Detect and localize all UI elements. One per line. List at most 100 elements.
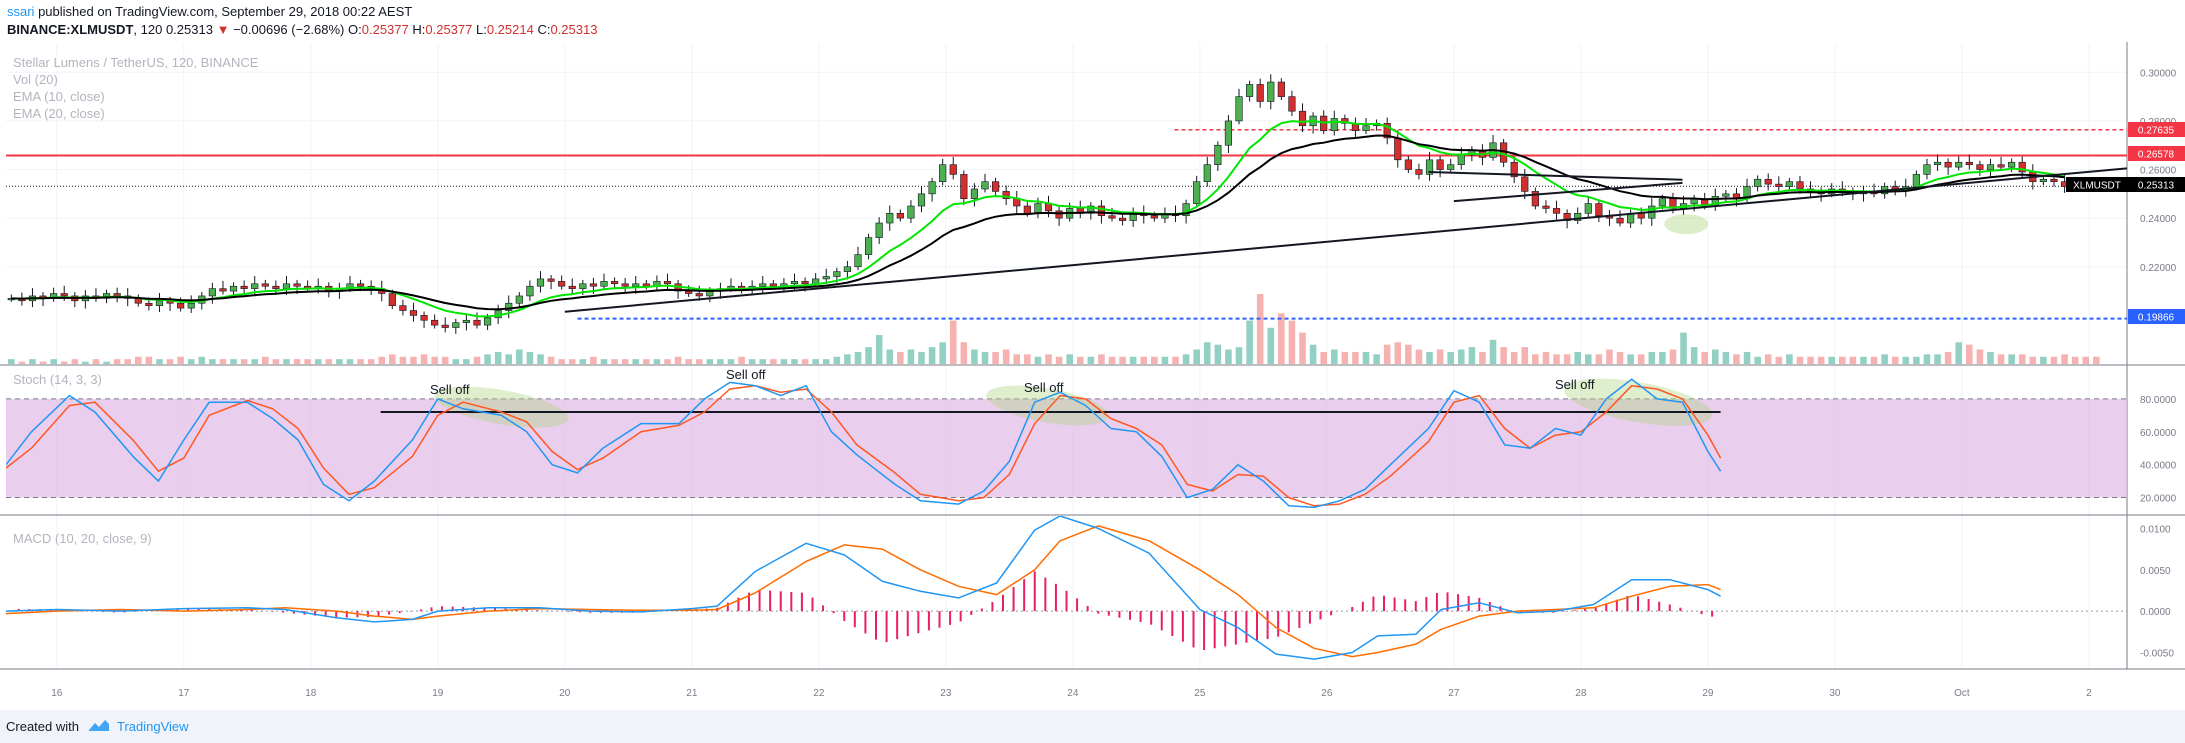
volume-bar (1849, 356, 1857, 364)
volume-bar (1151, 356, 1158, 364)
candle-body (473, 319, 481, 326)
volume-bar (1733, 354, 1740, 364)
candle-body (896, 212, 904, 219)
volume-bar (1807, 356, 1814, 364)
time-tick-label: Oct (1954, 688, 1970, 699)
candle-body (949, 164, 957, 175)
volume-bar (1680, 332, 1687, 364)
volume-bar (484, 354, 491, 364)
sell-off-ellipse (986, 385, 1109, 426)
volume-bar (1669, 349, 1677, 364)
volume-bar (1479, 351, 1486, 364)
symbol-label: BINANCE:XLMUSDT (7, 22, 134, 37)
author-link[interactable]: ssari (7, 4, 35, 19)
candle-body (1510, 161, 1518, 178)
volume-bar (39, 361, 47, 364)
volume-bar (2050, 356, 2058, 364)
volume-bar (1055, 356, 1063, 364)
volume-bar (1119, 356, 1126, 364)
candle-body (610, 281, 619, 285)
candle-body (833, 271, 841, 277)
volume-bar (1532, 354, 1539, 364)
candle-body (1986, 164, 1995, 170)
chart-svg[interactable]: Sell off Sell off Sell off Sell off 0.30… (0, 42, 2185, 710)
volume-bar (770, 359, 777, 364)
published-text: published on TradingView.com, September … (34, 4, 413, 19)
volume-bar (685, 359, 692, 364)
price-tick-label: 0.26000 (2140, 166, 2177, 177)
candle-body (1246, 84, 1254, 97)
volume-bar (1997, 354, 2005, 364)
candle-body (886, 212, 894, 224)
volume-bar (389, 354, 396, 364)
candle-body (917, 193, 926, 207)
volume-bar (1606, 349, 1613, 364)
volume-bar (875, 335, 883, 364)
last-price: 0.25313 (165, 22, 213, 37)
candle-body (1214, 144, 1222, 165)
volume-bar (621, 359, 629, 364)
volume-bar (1553, 354, 1560, 364)
candle-body (2008, 161, 2016, 168)
time-tick-label: 16 (51, 688, 63, 699)
volume-bar (8, 359, 15, 364)
low-label: L: (476, 22, 487, 37)
candle-body (356, 283, 365, 287)
candle-body (1595, 203, 1603, 217)
red-dashed-tag: 0.27635 (2138, 126, 2175, 137)
volume-bar (1839, 356, 1846, 364)
candle-body (843, 266, 851, 272)
volume-bar (1563, 354, 1571, 364)
macd-tick-label: 0.0100 (2140, 524, 2171, 535)
volume-bar (50, 359, 57, 364)
price-tick-label: 0.30000 (2140, 68, 2177, 79)
volume-bar (949, 320, 957, 364)
volume-bar (1966, 344, 1973, 364)
volume-bar (441, 356, 449, 364)
volume-bar (145, 356, 153, 364)
volume-bar (1309, 344, 1317, 364)
volume-bar (1024, 354, 1031, 364)
candle-body (113, 293, 121, 297)
volume-bar (886, 349, 894, 364)
volume-bar (1394, 342, 1402, 364)
volume-bar (1701, 351, 1708, 364)
volume-bar (410, 356, 417, 364)
volume-bar (431, 356, 438, 364)
volume-bar (1796, 356, 1804, 364)
interval-label: 120 (140, 22, 163, 37)
volume-bar (1203, 342, 1211, 364)
candle-body (1764, 178, 1772, 185)
volume-bar (1817, 356, 1825, 364)
volume-bar (1129, 356, 1137, 364)
volume-bar (1913, 356, 1920, 364)
volume-bar (262, 356, 269, 364)
stoch-tick-label: 20.0000 (2140, 494, 2177, 505)
volume-bar (2008, 354, 2015, 364)
candle-body (293, 283, 301, 287)
volume-bar (2071, 356, 2079, 364)
time-tick-label: 20 (559, 688, 571, 699)
main-legend: Stellar Lumens / TetherUS, 120, BINANCE … (13, 54, 258, 122)
candle-body (558, 281, 566, 287)
candle-body (1404, 159, 1412, 170)
chart-area[interactable]: Sell off Sell off Sell off Sell off 0.30… (0, 42, 2185, 710)
volume-bar (1521, 347, 1529, 364)
volume-bar (801, 359, 809, 364)
created-with-label: Created with (6, 719, 79, 734)
volume-bar (103, 361, 110, 364)
stoch-k-line (6, 378, 1722, 509)
candle-body (261, 283, 269, 287)
volume-bar (1352, 351, 1359, 364)
symbol-tag-bg (2066, 177, 2128, 192)
volume-bar (844, 354, 851, 364)
volume-bar (1648, 351, 1656, 364)
candle-body (1447, 164, 1455, 170)
volume-bar (1923, 354, 1931, 364)
candle-body (219, 288, 227, 292)
candle-body (1521, 176, 1529, 192)
trendline (1453, 181, 1683, 203)
volume-bar (1362, 351, 1370, 364)
volume-bar (1457, 349, 1465, 364)
tradingview-link[interactable]: TradingView (117, 719, 189, 734)
